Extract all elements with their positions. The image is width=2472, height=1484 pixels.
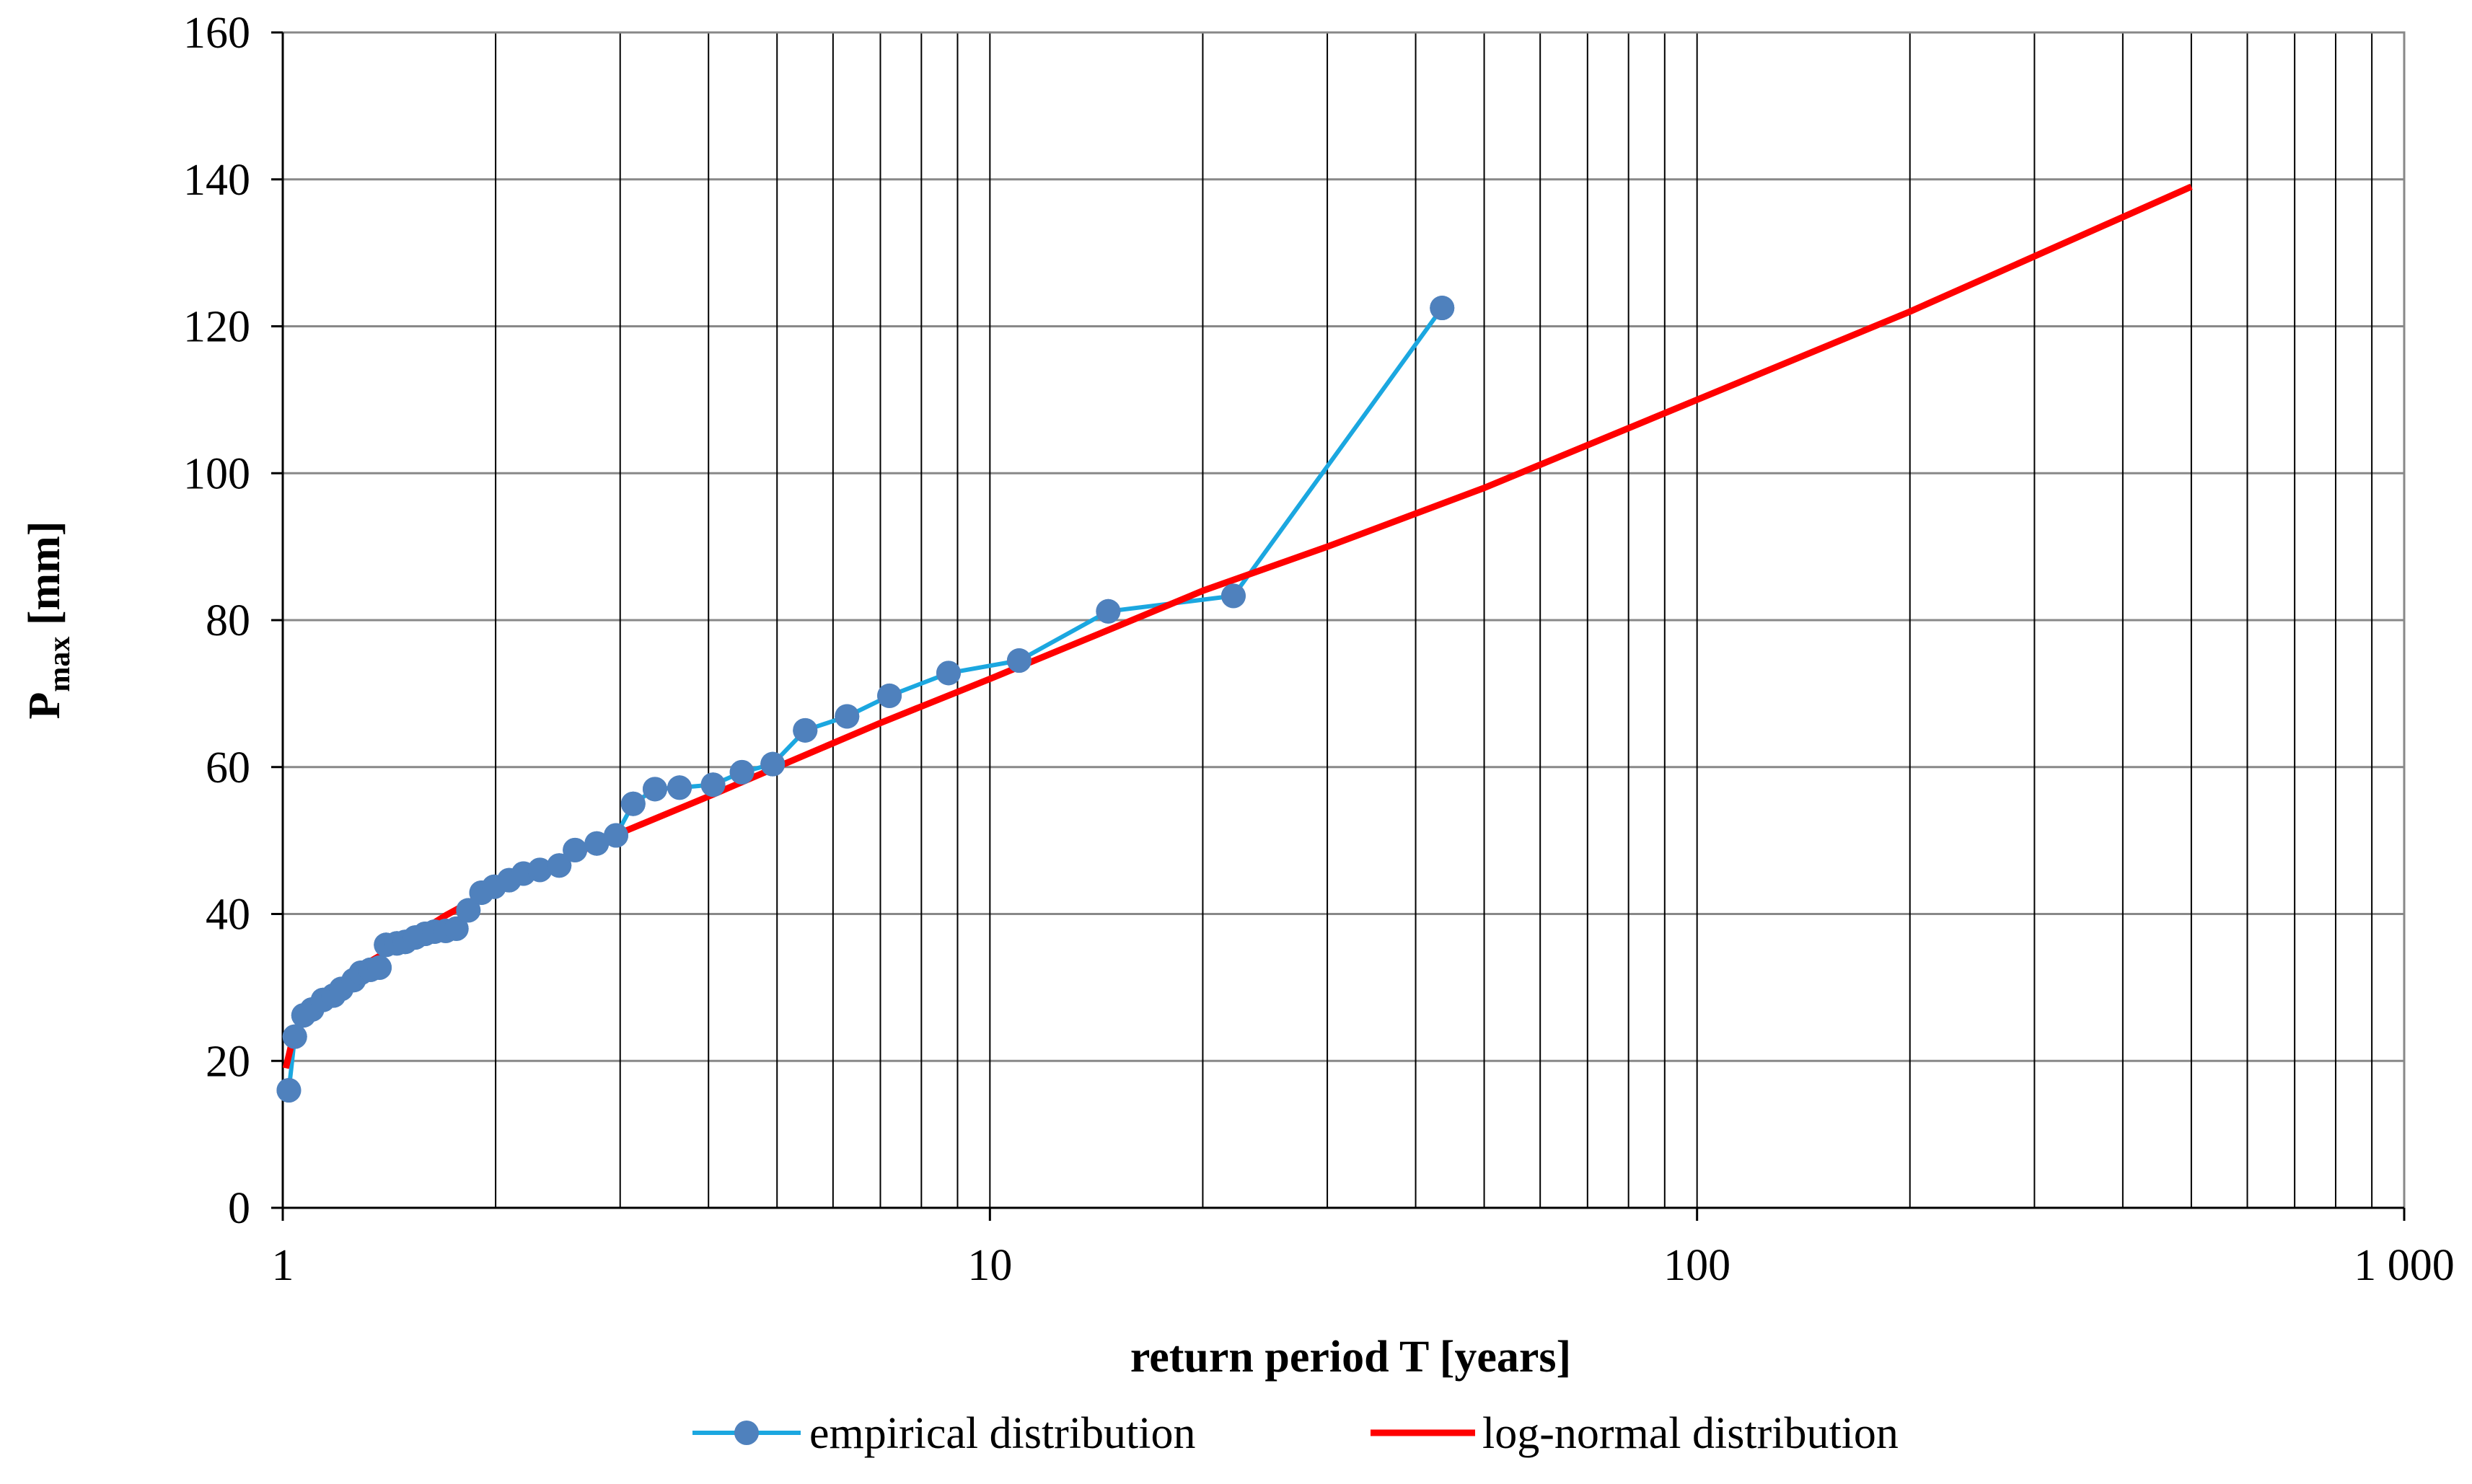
legend-item-log-normal: log-normal distribution [1371,1409,1899,1458]
data-point [729,759,755,785]
empirical-markers-top [276,296,1455,1103]
y-axis-title-subscript: max [43,637,76,692]
data-point [276,1078,302,1103]
data-point [367,955,392,980]
data-point [667,775,692,800]
data-point [604,823,629,848]
x-tick-label: 1 000 [2354,1241,2455,1290]
x-axis-title: return period T [years] [1130,1333,1571,1382]
y-axis-title: Pmax [mm] [20,521,76,720]
legend: empirical distribution log-normal distrib… [692,1409,1899,1458]
y-tick-label: 160 [183,9,250,58]
data-point [584,831,610,856]
legend-label: log-normal distribution [1482,1409,1899,1458]
data-point [760,751,786,777]
data-point [547,853,572,878]
series-log-normal [282,183,2193,1069]
data-point [282,1024,307,1049]
grid [283,31,2404,1209]
series-empirical [276,296,1455,1103]
y-tick-label: 20 [206,1037,250,1086]
y-tick-label: 40 [206,891,250,940]
data-point [793,717,818,743]
data-point [1220,583,1246,609]
x-tick-label: 1 [272,1241,294,1290]
series-line [286,306,1444,1091]
y-tick-label: 80 [206,596,250,645]
legend-item-empirical: empirical distribution [692,1409,1196,1458]
y-tick-label: 60 [206,743,250,792]
data-point [700,772,726,798]
y-tick-label: 140 [183,156,250,205]
data-point [1096,599,1121,624]
data-point [620,791,646,816]
data-point [835,704,860,729]
legend-label: empirical distribution [809,1409,1196,1458]
data-point [527,857,553,883]
y-axis-title-unit: [mm] [20,521,69,637]
x-tick-label: 100 [1663,1241,1730,1290]
data-point [1006,648,1032,673]
series-line [282,183,2193,1069]
y-tick-label: 100 [183,449,250,498]
x-tick-label: 10 [967,1241,1012,1290]
legend-swatch-marker [734,1421,759,1445]
data-point [444,916,469,941]
y-axis-title-main: P [20,692,69,720]
data-point [877,683,902,708]
data-point [456,898,481,923]
data-point [936,661,961,686]
y-tick-label: 0 [228,1184,250,1233]
data-point [642,777,667,802]
data-point [1430,296,1455,321]
y-tick-label: 120 [183,303,250,352]
data-point [563,837,588,862]
axes: 0 20 40 60 80 100 120 140 160 1 10 100 1 000 [183,9,2455,1290]
series [276,183,2193,1103]
